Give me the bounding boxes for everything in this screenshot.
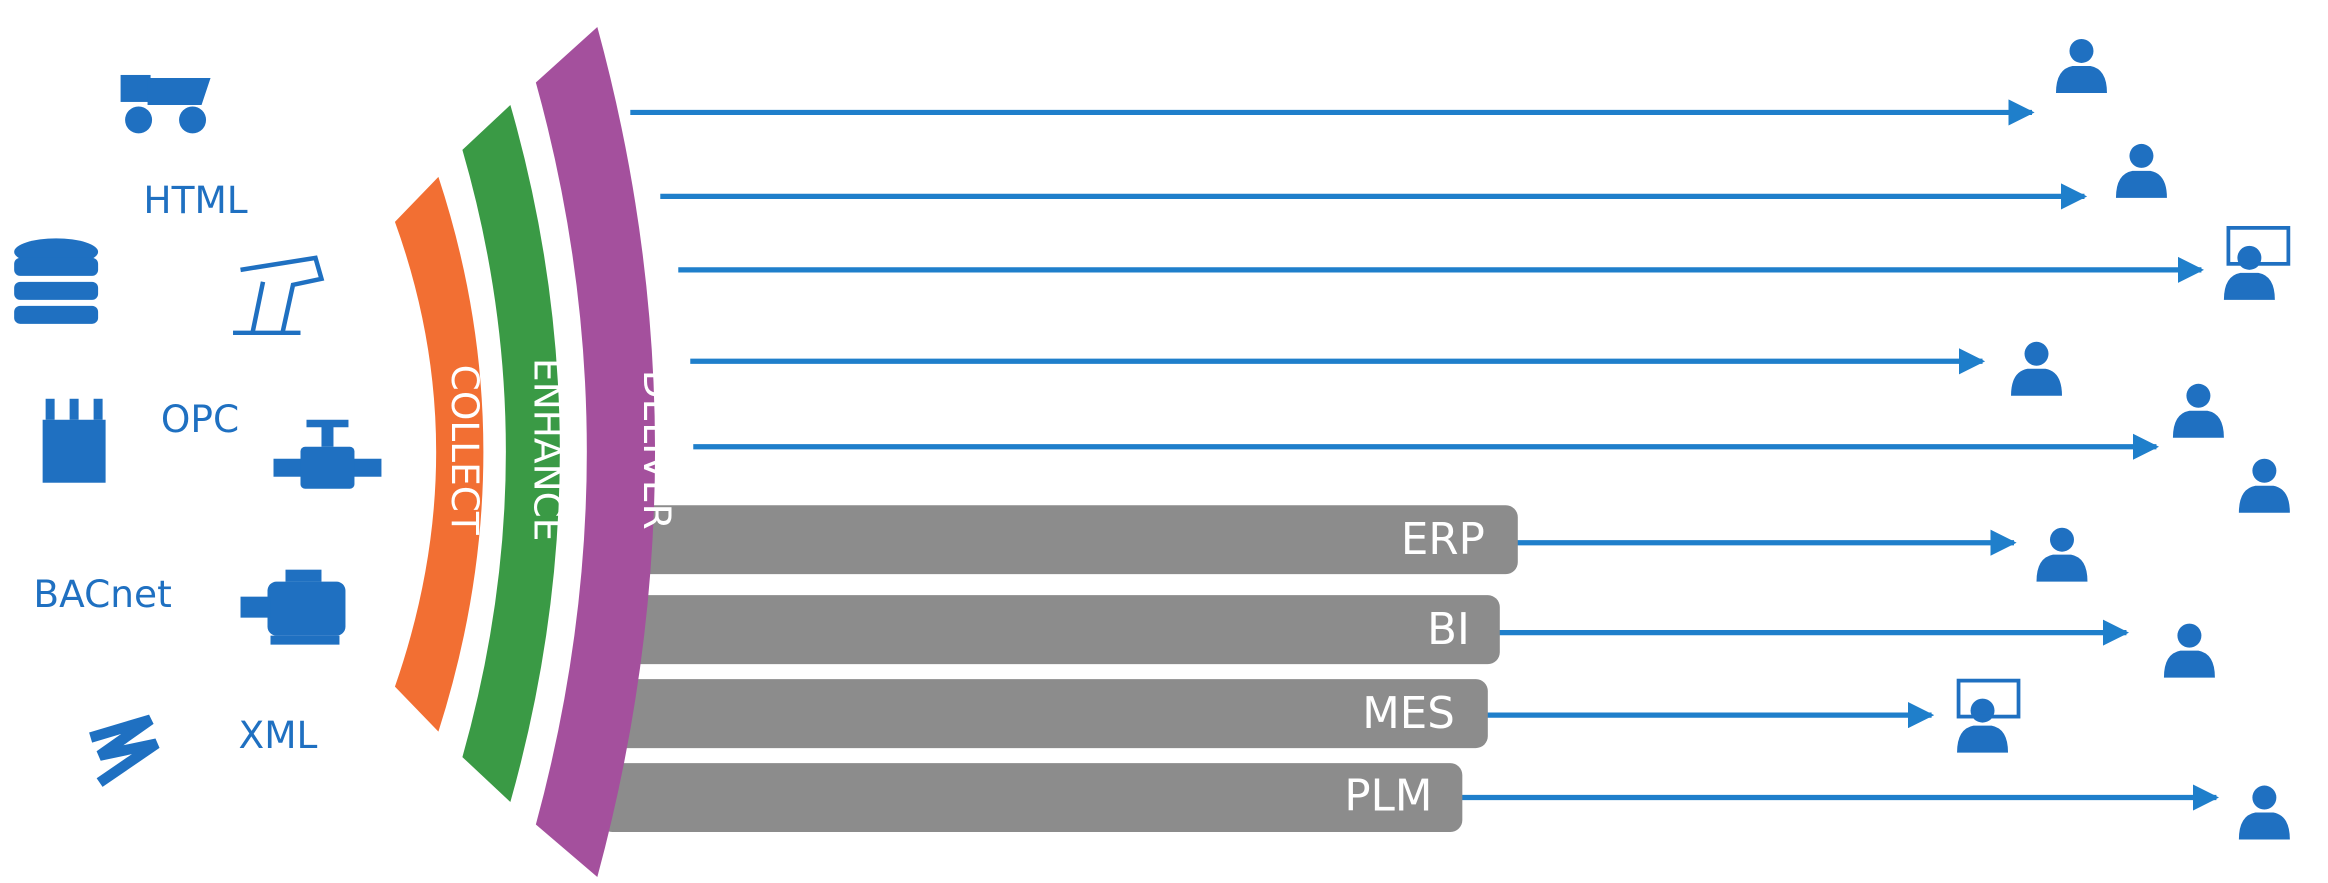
person-icon (1957, 698, 2009, 753)
recipient-icons (1956, 38, 2291, 840)
enhance-arc (462, 104, 560, 803)
screen-icon (1956, 678, 2021, 719)
system-bar (600, 505, 1518, 575)
source-label: BACnet (33, 572, 171, 616)
source-label: XML (239, 713, 318, 757)
person-icon (2223, 245, 2275, 300)
person-icon (2238, 458, 2290, 513)
transformer-icon (42, 398, 106, 483)
system-bar (600, 763, 1463, 833)
arrows (630, 99, 2220, 811)
system-label: ERP (1401, 515, 1485, 565)
motor-icon (240, 569, 346, 645)
system-bar (600, 679, 1488, 749)
system-label: BI (1427, 605, 1470, 655)
system-bars (600, 505, 1518, 833)
system-bar (600, 595, 1500, 665)
person-icon (2172, 383, 2224, 438)
system-label: PLM (1344, 772, 1432, 822)
person-icon (2011, 341, 2062, 396)
person-icon (2238, 785, 2290, 840)
person-icon (2163, 623, 2215, 678)
person-icon (2115, 143, 2167, 198)
source-label: HTML (143, 178, 247, 222)
pipe-icon (89, 714, 160, 787)
source-icons (14, 74, 382, 787)
deliver-arc (535, 26, 656, 878)
screen-icon (2226, 225, 2291, 266)
truck-icon (120, 74, 211, 134)
stage-label: ENHANCE (525, 358, 569, 541)
stage-label: DELIVER (635, 370, 679, 530)
person-icon (2055, 38, 2107, 93)
pump-icon (233, 255, 325, 336)
system-label: MES (1362, 689, 1455, 739)
valve-icon (273, 419, 382, 489)
collect-arc (394, 176, 484, 732)
source-label: OPC (161, 397, 239, 441)
person-icon (2036, 527, 2088, 582)
database-icon (14, 238, 99, 324)
stage-label: COLLECT (443, 365, 487, 535)
